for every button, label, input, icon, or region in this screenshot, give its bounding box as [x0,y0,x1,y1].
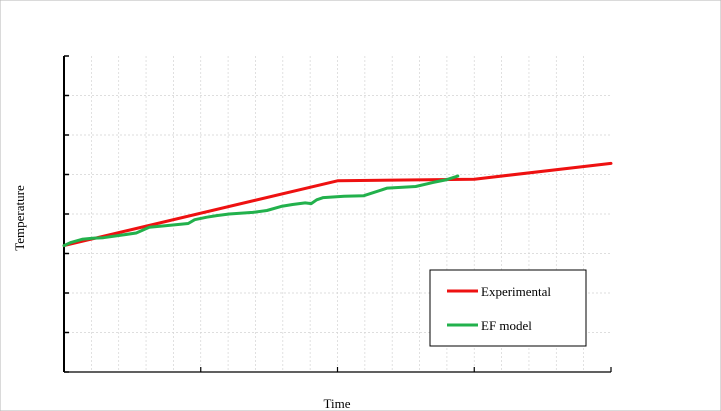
series-line-ef-model [62,174,460,248]
legend-label-ef-model: EF model [481,318,532,333]
y-axis-title: Temperature [12,185,27,251]
series-lines [62,161,613,248]
legend-label-experimental: Experimental [481,284,551,299]
legend-box [429,269,587,347]
gridlines [64,56,611,372]
axes [63,55,612,373]
series-line-experimental [62,161,613,248]
legend: Experimental EF model [429,269,587,347]
x-axis-title: Time [324,396,351,411]
